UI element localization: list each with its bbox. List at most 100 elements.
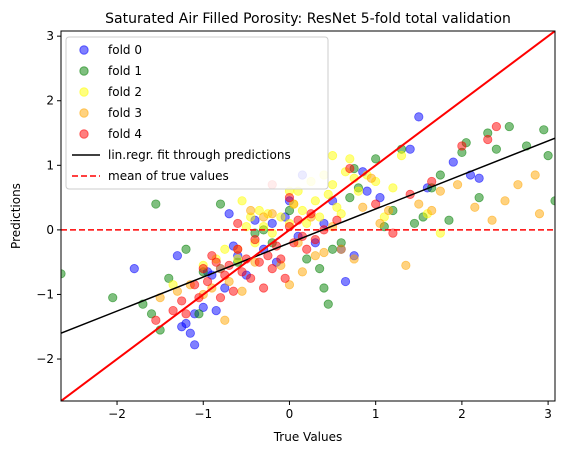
data-point	[202, 276, 213, 287]
data-point	[284, 205, 295, 216]
data-point	[61, 269, 66, 279]
data-point	[405, 144, 415, 154]
regression-line	[61, 137, 555, 334]
y-axis: −2 −1 0 1 2 3	[36, 29, 61, 366]
data-point	[319, 247, 329, 258]
legend-marker-fold-2	[79, 87, 89, 97]
data-point	[491, 121, 501, 132]
data-point	[250, 234, 260, 245]
data-point	[543, 151, 553, 161]
data-point	[530, 170, 540, 180]
data-point	[345, 192, 355, 203]
y-tick-label: 2	[46, 94, 54, 108]
data-point	[435, 228, 445, 238]
data-point	[207, 251, 217, 261]
data-point	[448, 157, 458, 167]
data-point	[375, 218, 385, 229]
data-point	[327, 151, 338, 161]
x-axis: −2 −1 0 1 2 3	[108, 401, 552, 421]
data-point	[198, 264, 208, 274]
data-point	[302, 244, 312, 254]
data-point	[276, 212, 286, 222]
data-point	[388, 183, 398, 193]
data-point	[539, 125, 549, 135]
fit-lines	[61, 31, 555, 401]
data-point	[151, 199, 161, 209]
data-point	[284, 192, 295, 203]
legend: fold 0 fold 1 fold 2 fold 3 fold 4 lin.regr. …	[65, 36, 329, 190]
data-point	[435, 170, 445, 180]
legend-label-fold-4: fold 4	[108, 127, 142, 141]
y-tick-label: 0	[46, 223, 54, 237]
legend-label-regression: lin.regr. fit through predictions	[108, 148, 291, 162]
data-point	[474, 192, 484, 203]
data-point	[211, 305, 221, 316]
data-point	[151, 315, 161, 325]
plot-frame	[60, 30, 556, 402]
data-point	[172, 251, 182, 261]
data-point	[483, 134, 493, 145]
x-tick-label: 0	[286, 407, 294, 421]
data-point	[289, 199, 299, 209]
data-point	[211, 257, 221, 267]
data-point	[487, 215, 497, 225]
data-point	[267, 228, 277, 238]
data-point	[237, 196, 247, 206]
legend-box	[65, 36, 329, 190]
data-point	[315, 212, 325, 222]
data-point	[513, 180, 523, 190]
data-point	[319, 283, 329, 293]
y-tick-label: −1	[36, 287, 54, 301]
data-point	[414, 112, 424, 122]
legend-label-fold-0: fold 0	[108, 43, 142, 57]
y-axis-label: Predictions	[9, 183, 23, 249]
x-tick-label: 3	[544, 407, 552, 421]
data-point	[345, 163, 355, 174]
data-point	[220, 283, 230, 293]
data-point	[427, 176, 437, 187]
data-point	[233, 218, 243, 229]
y-tick-label: 3	[46, 29, 54, 43]
data-point	[228, 286, 239, 296]
data-point	[246, 273, 256, 283]
data-point	[371, 199, 381, 209]
data-point	[327, 244, 338, 254]
data-point	[267, 218, 277, 229]
data-point	[371, 154, 381, 164]
x-tick-label: −1	[194, 407, 212, 421]
data-point	[177, 296, 187, 306]
data-point	[534, 209, 545, 219]
data-point	[246, 205, 256, 216]
data-point	[414, 199, 424, 209]
data-point	[504, 121, 514, 132]
data-point	[452, 180, 463, 190]
data-point	[401, 260, 411, 270]
data-point	[332, 202, 342, 212]
data-point	[224, 276, 234, 287]
data-point	[375, 192, 385, 203]
data-point	[220, 244, 230, 254]
data-point	[491, 144, 501, 154]
data-point	[323, 299, 333, 309]
data-point	[237, 267, 247, 277]
data-point	[384, 205, 394, 216]
data-point	[233, 244, 243, 254]
legend-marker-fold-3	[79, 108, 89, 118]
data-point	[267, 264, 277, 274]
data-point	[190, 340, 200, 350]
data-point	[474, 173, 484, 183]
data-point	[224, 209, 234, 219]
y-tick-label: −2	[36, 352, 54, 366]
data-point	[396, 151, 407, 161]
data-point	[181, 244, 191, 254]
data-point	[241, 222, 251, 232]
data-point	[146, 309, 157, 319]
data-point	[280, 273, 290, 283]
data-point	[284, 280, 295, 290]
chart-title: Saturated Air Filled Porosity: ResNet 5-…	[105, 11, 511, 27]
data-point	[444, 215, 454, 225]
data-point	[435, 186, 445, 196]
data-point	[358, 202, 368, 212]
data-point	[388, 228, 398, 238]
